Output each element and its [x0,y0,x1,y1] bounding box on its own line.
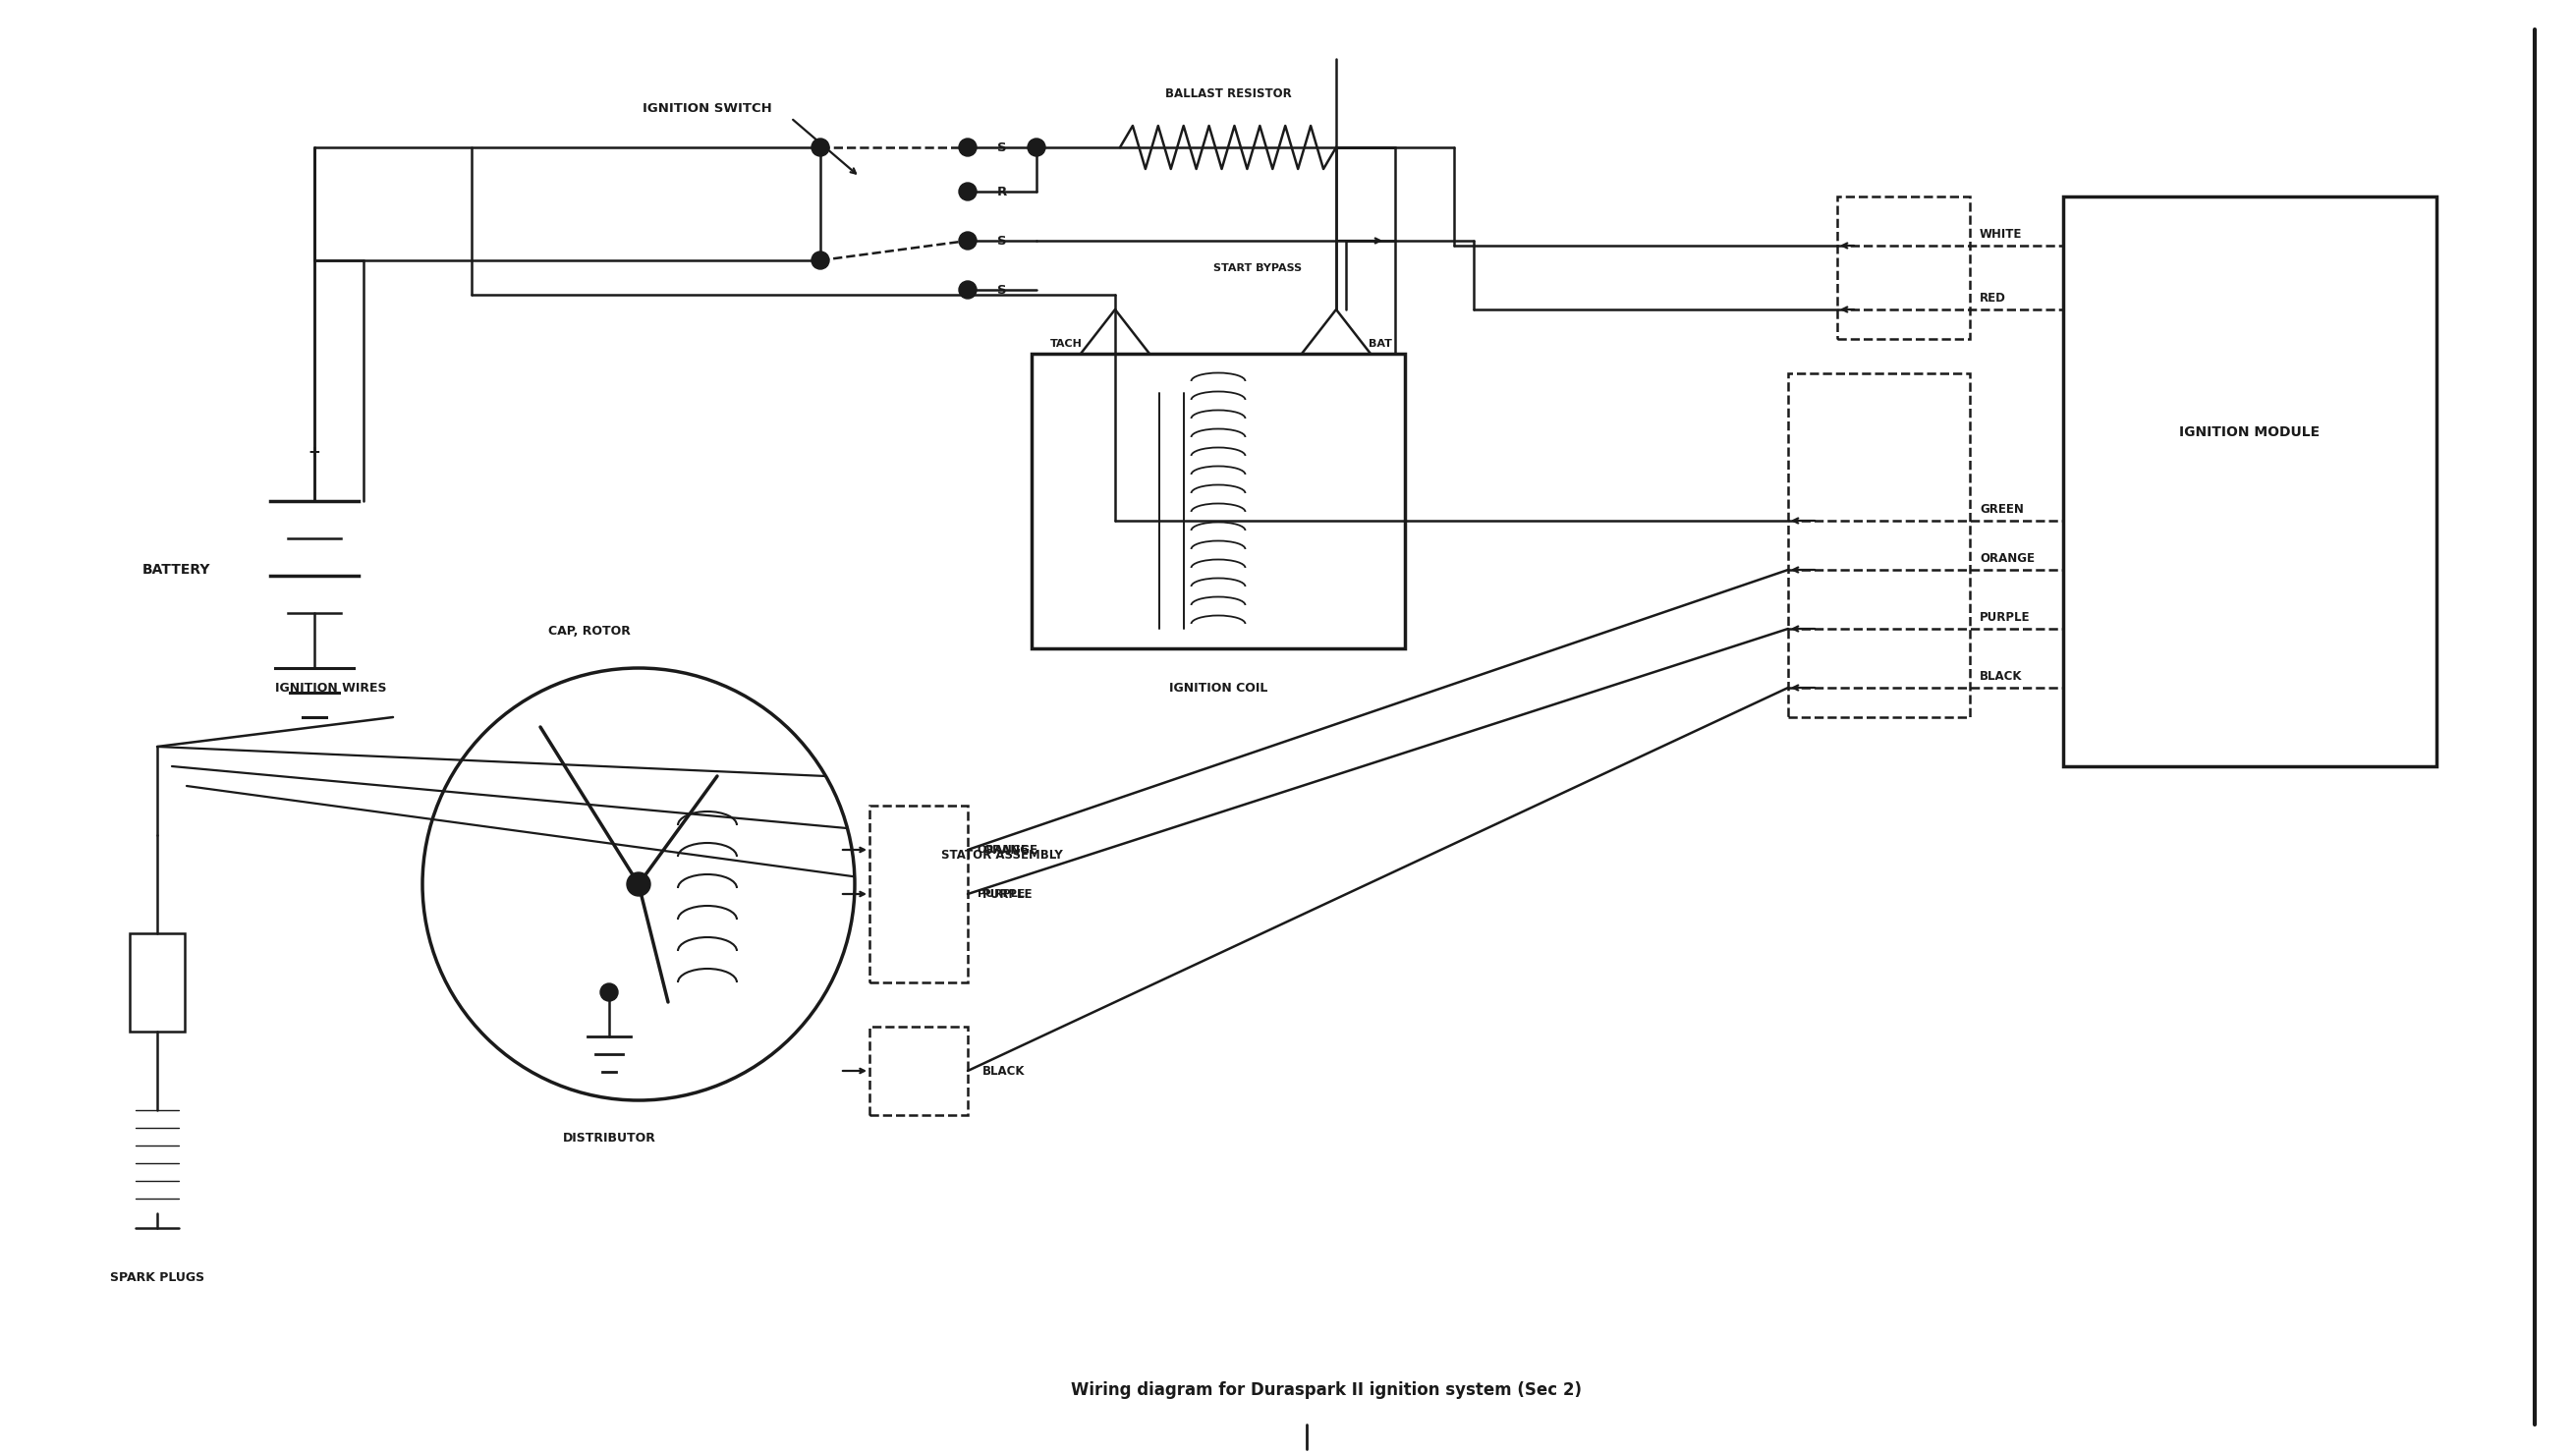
Bar [1030,353,1404,648]
Text: CAP, ROTOR: CAP, ROTOR [549,624,631,637]
Text: RED: RED [1978,291,2007,304]
Text: BAT: BAT [1368,339,1391,349]
Circle shape [811,252,829,269]
Bar [871,806,969,983]
Text: S: S [997,234,1007,247]
Text: S: S [997,284,1007,297]
Text: SPARK PLUGS: SPARK PLUGS [111,1271,204,1284]
Text: GREEN: GREEN [1978,503,2025,515]
Text: BALLAST RESISTOR: BALLAST RESISTOR [1164,87,1291,100]
Text: BLACK: BLACK [1978,669,2022,682]
Text: PURPLE: PURPLE [1978,611,2030,624]
Text: IGNITION MODULE: IGNITION MODULE [2179,426,2321,439]
Circle shape [958,183,976,201]
Circle shape [1028,138,1046,156]
Text: IGNITION COIL: IGNITION COIL [1170,682,1267,694]
Circle shape [958,138,976,156]
Circle shape [958,231,976,250]
Text: IGNITION WIRES: IGNITION WIRES [276,682,386,694]
Text: ORANGE: ORANGE [1978,551,2035,564]
Text: START BYPASS: START BYPASS [1213,263,1301,273]
Bar [2063,196,2437,766]
Circle shape [958,281,976,298]
Text: PURPLE: PURPLE [976,888,1025,899]
Text: TACH: TACH [1051,339,1082,349]
Circle shape [600,983,618,1002]
Bar [871,1027,969,1115]
Bar [1837,196,1971,339]
Circle shape [811,138,829,156]
Text: DISTRIBUTOR: DISTRIBUTOR [562,1131,657,1144]
Text: STATOR ASSEMBLY: STATOR ASSEMBLY [940,848,1064,861]
Text: WHITE: WHITE [1978,227,2022,240]
Text: ORANGE: ORANGE [976,845,1030,855]
Bar [129,933,185,1031]
Circle shape [422,667,855,1101]
Text: BLACK: BLACK [981,1064,1025,1077]
Bar [1788,374,1971,717]
Text: R: R [997,185,1007,198]
Text: Wiring diagram for Duraspark II ignition system (Sec 2): Wiring diagram for Duraspark II ignition… [1072,1381,1582,1399]
Text: S: S [997,141,1007,154]
Circle shape [626,872,649,896]
Text: +: + [309,445,319,459]
Text: ORANGE: ORANGE [981,843,1038,856]
Text: BATTERY: BATTERY [142,563,211,577]
Text: PURPLE: PURPLE [981,887,1033,900]
Text: IGNITION SWITCH: IGNITION SWITCH [641,102,773,115]
